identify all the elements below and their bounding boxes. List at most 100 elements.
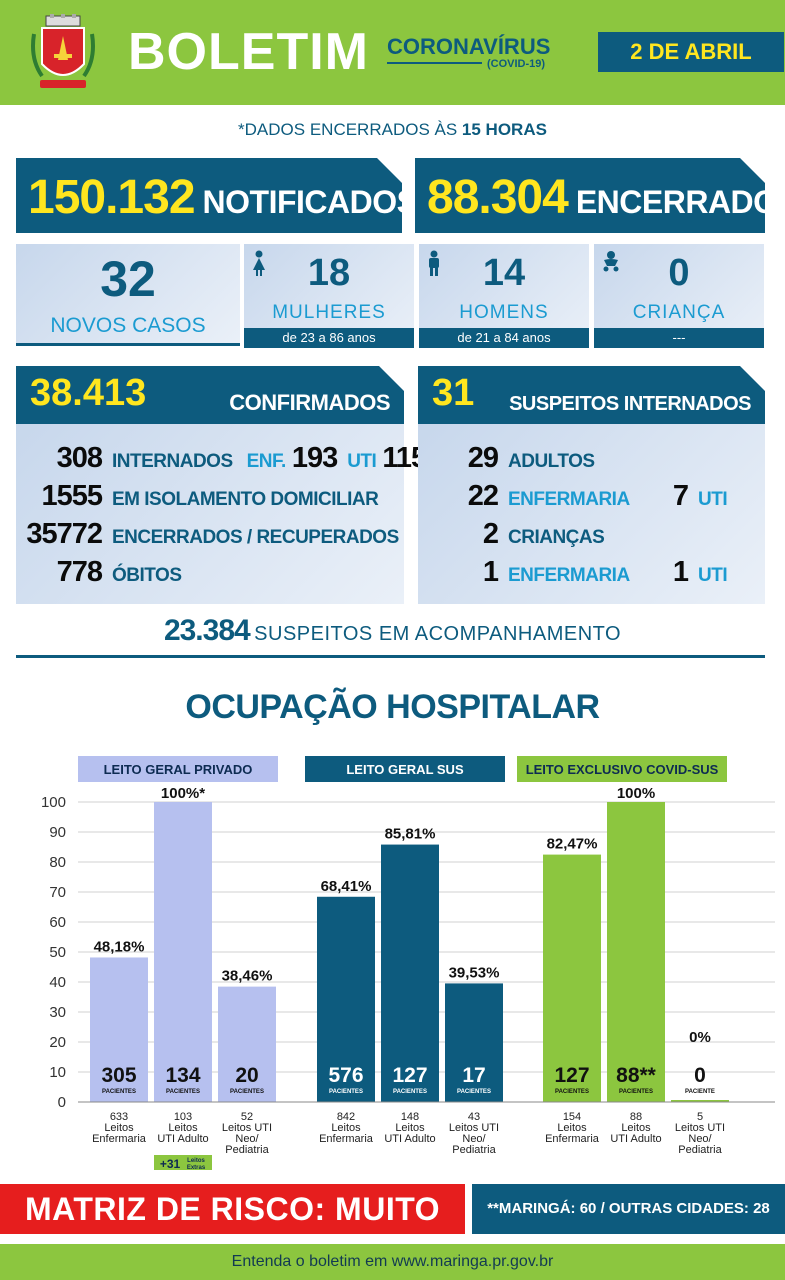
website-footer: Entenda o boletim em www.maringa.pr.gov.…	[0, 1244, 785, 1280]
adultos-uti-label: UTI	[698, 489, 728, 510]
criancas-count: 2	[482, 518, 499, 550]
y-tick-label: 0	[58, 1094, 66, 1111]
criancas-row: 2 CRIANÇAS	[418, 518, 605, 551]
bar-patients-word: PACIENTES	[555, 1089, 589, 1095]
city-breakdown-note: **MARINGÁ: 60 / OUTRAS CIDADES: 28	[472, 1184, 785, 1234]
bed-type-line1: Leitos	[104, 1122, 134, 1134]
acompanhamento-label: SUSPEITOS EM ACOMPANHAMENTO	[254, 623, 622, 645]
adultos-enfermaria-label: ENFERMARIA	[508, 489, 630, 510]
bed-type-line1: Leitos	[557, 1122, 587, 1134]
encerrados-banner: 88.304 ENCERRADOS	[415, 158, 765, 233]
bed-type-line1: Leitos UTI	[222, 1122, 272, 1134]
bar-patients-word: PACIENTES	[619, 1089, 653, 1095]
group-header	[78, 756, 278, 782]
bed-type-line2: Enfermaria	[92, 1133, 147, 1145]
risk-matrix-banner: MATRIZ DE RISCO: MUITO ALTO	[0, 1184, 465, 1277]
group-header-label: LEITO EXCLUSIVO COVID-SUS	[526, 762, 719, 777]
homens-count: 14	[482, 252, 526, 294]
confirmados-count: 38.413	[30, 372, 147, 414]
ocupacao-title: OCUPAÇÃO HOSPITALAR	[185, 688, 600, 726]
isolamento-row: 1555 EM ISOLAMENTO DOMICILIAR	[16, 480, 378, 513]
bar-patients-word: PACIENTES	[166, 1089, 200, 1095]
bed-count: 842	[337, 1111, 355, 1123]
recuperados-row: 35772 ENCERRADOS / RECUPERADOS	[16, 518, 399, 551]
bed-type-line2: UTI Adulto	[610, 1133, 661, 1145]
group-header-label: LEITO GERAL PRIVADO	[104, 762, 253, 777]
bed-type-line3: Pediatria	[225, 1144, 269, 1156]
bar-patients-count: 127	[554, 1064, 589, 1087]
homens-age-range: de 21 a 84 anos	[419, 328, 589, 348]
homens-card: 14 HOMENS de 21 a 84 anos	[419, 244, 589, 348]
bed-type-line1: Leitos	[395, 1122, 425, 1134]
bar	[607, 802, 665, 1102]
adultos-enfermaria-count: 22	[467, 480, 499, 512]
recuperados-label: ENCERRADOS / RECUPERADOS	[112, 527, 399, 548]
bar-percent-label: 100%*	[161, 785, 205, 802]
y-tick-label: 60	[49, 914, 66, 931]
bar-patients-count: 134	[165, 1064, 200, 1087]
bed-type-line3: Pediatria	[452, 1144, 496, 1156]
suspeitos-panel: 29 ADULTOS 22 ENFERMARIA 7 UTI 2 CRIANÇA…	[418, 424, 765, 604]
extras-badge-line1: Leitos	[187, 1158, 205, 1164]
acompanhamento-line: 23.384 SUSPEITOS EM ACOMPANHAMENTO	[0, 614, 785, 648]
obitos-row: 778 ÓBITOS	[16, 556, 182, 589]
y-tick-label: 20	[49, 1034, 66, 1051]
bar-percent-label: 85,81%	[385, 826, 436, 843]
bar-patients-word: PACIENTES	[102, 1089, 136, 1095]
extras-badge-line2: Extras	[187, 1165, 206, 1170]
novos-casos-card	[16, 244, 240, 346]
mulheres-label: MULHERES	[272, 302, 386, 323]
bed-type-line1: Leitos	[168, 1122, 198, 1134]
bed-count: 148	[401, 1111, 419, 1123]
y-tick-label: 100	[41, 794, 66, 811]
bar	[671, 1100, 729, 1102]
bed-type-line2: UTI Adulto	[157, 1133, 208, 1145]
bed-type-line2: Enfermaria	[545, 1133, 600, 1145]
bar-percent-label: 100%	[617, 785, 655, 802]
bar-patients-count: 576	[328, 1064, 363, 1087]
bar-patients-word: PACIENTES	[457, 1089, 491, 1095]
adultos-uti-count: 7	[672, 480, 689, 512]
bar-percent-label: 82,47%	[547, 836, 598, 853]
novos-casos-label: NOVOS CASOS	[50, 314, 206, 337]
notificados-label: NOTIFICADOS	[202, 184, 418, 220]
bed-count: 5	[697, 1111, 703, 1123]
confirmados-panel: 308 INTERNADOS ENF. 193 UTI 115 1555 EM …	[16, 424, 427, 604]
header-subtitle: CORONAVÍRUS	[387, 34, 551, 59]
notificados-count: 150.132	[28, 171, 195, 224]
bed-count: 52	[241, 1111, 253, 1123]
bar-patients-word: PACIENTES	[230, 1089, 264, 1095]
bar-percent-label: 39,53%	[449, 964, 500, 981]
bed-type-line2: Neo/	[688, 1133, 712, 1145]
isolamento-count: 1555	[41, 480, 103, 512]
crianca-count: 0	[668, 252, 690, 294]
bed-count: 103	[174, 1111, 192, 1123]
obitos-count: 778	[56, 556, 103, 588]
suspeitos-header: 31 SUSPEITOS INTERNADOS	[418, 366, 765, 424]
isolamento-label: EM ISOLAMENTO DOMICILIAR	[112, 489, 379, 510]
bar-patients-word: PACIENTES	[393, 1089, 427, 1095]
encerrados-count: 88.304	[427, 171, 568, 224]
suspeitos-count: 31	[432, 372, 475, 414]
mulheres-count: 18	[307, 252, 351, 294]
bed-count: 43	[468, 1111, 480, 1123]
internados-label: INTERNADOS	[112, 451, 233, 472]
crianca-label: CRIANÇA	[632, 302, 726, 323]
crianca-age-range: ---	[594, 328, 764, 348]
woman-icon	[253, 250, 265, 276]
bed-type-line2: UTI Adulto	[384, 1133, 435, 1145]
bar	[90, 957, 148, 1102]
bar	[445, 983, 503, 1102]
data-note-hour: 15 HORAS	[461, 120, 547, 139]
bed-type-line3: Pediatria	[678, 1144, 722, 1156]
bed-type-line1: Leitos	[621, 1122, 651, 1134]
man-icon	[429, 250, 439, 276]
enf-label: ENF.	[246, 451, 287, 472]
extras-badge-count: +31	[160, 1157, 181, 1170]
group-header	[517, 756, 727, 782]
city-crest-icon	[31, 14, 95, 88]
bar-patients-count: 127	[392, 1064, 427, 1087]
bar-percent-label: 68,41%	[321, 878, 372, 895]
group-header	[305, 756, 505, 782]
